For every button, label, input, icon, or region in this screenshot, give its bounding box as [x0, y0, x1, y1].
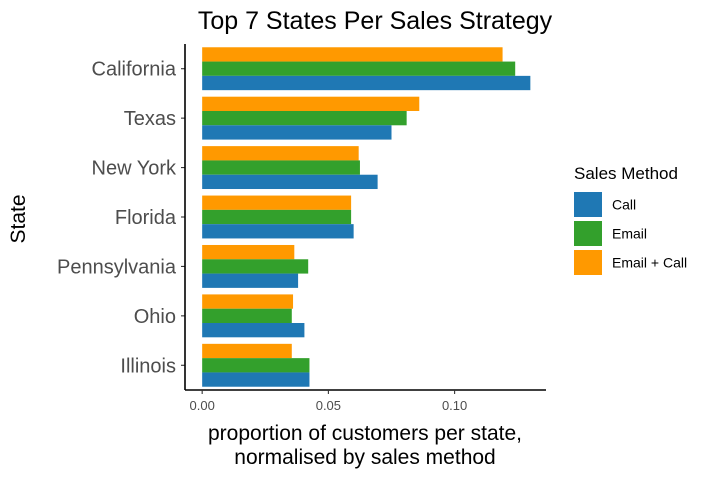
bar-florida-email [202, 209, 352, 225]
bar-pennsylvania-email [202, 259, 309, 274]
bar-illinois-email-plus-call [202, 343, 292, 359]
bar-ohio-email [202, 308, 292, 324]
x-tick-label-1: 0.05 [316, 398, 341, 413]
bar-new-york-call [202, 174, 378, 190]
bar-california-call [202, 75, 531, 91]
y-tick-label-pennsylvania: Pennsylvania [57, 256, 177, 278]
y-tick-label-california: California [92, 59, 177, 81]
bar-florida-email-plus-call [202, 195, 352, 210]
legend-key-email [574, 221, 602, 246]
legend-key-call [574, 192, 602, 217]
legend-title: Sales Method [574, 164, 678, 183]
bar-california-email [202, 61, 516, 76]
bar-florida-call [202, 224, 354, 239]
bar-texas-email [202, 110, 407, 126]
bar-ohio-email-plus-call [202, 294, 294, 309]
y-tick-label-new-york: New York [92, 158, 177, 180]
bar-pennsylvania-email-plus-call [202, 244, 295, 260]
legend: Sales Method Call Email Email + Call [574, 164, 687, 275]
bar-new-york-email-plus-call [202, 146, 359, 161]
bar-california-email-plus-call [202, 47, 503, 62]
legend-label-email-plus-call: Email + Call [612, 255, 687, 271]
bar-texas-call [202, 125, 392, 140]
bar-illinois-call [202, 372, 310, 387]
x-tick-label-0: 0.00 [190, 398, 215, 413]
legend-key-email-plus-call [574, 250, 602, 275]
legend-label-email: Email [612, 226, 647, 242]
y-axis-title: State [7, 194, 30, 243]
y-tick-label-ohio: Ohio [134, 306, 176, 328]
legend-label-call: Call [612, 197, 636, 213]
bar-illinois-email [202, 358, 310, 373]
x-axis-title-line-2: normalised by sales method [234, 446, 495, 469]
y-tick-label-florida: Florida [115, 207, 177, 229]
bar-new-york-email [202, 160, 360, 175]
x-axis-title-line-1: proportion of customers per state, [208, 422, 522, 445]
bar-pennsylvania-call [202, 273, 299, 288]
bar-ohio-call [202, 323, 305, 338]
chart-title: Top 7 States Per Sales Strategy [198, 7, 553, 35]
y-tick-label-illinois: Illinois [120, 355, 176, 377]
x-tick-label-2: 0.10 [442, 398, 467, 413]
bar-texas-email-plus-call [202, 96, 420, 111]
y-tick-label-texas: Texas [124, 108, 176, 130]
plot-area: California Texas New York Florida Pennsylvan… [57, 44, 546, 413]
